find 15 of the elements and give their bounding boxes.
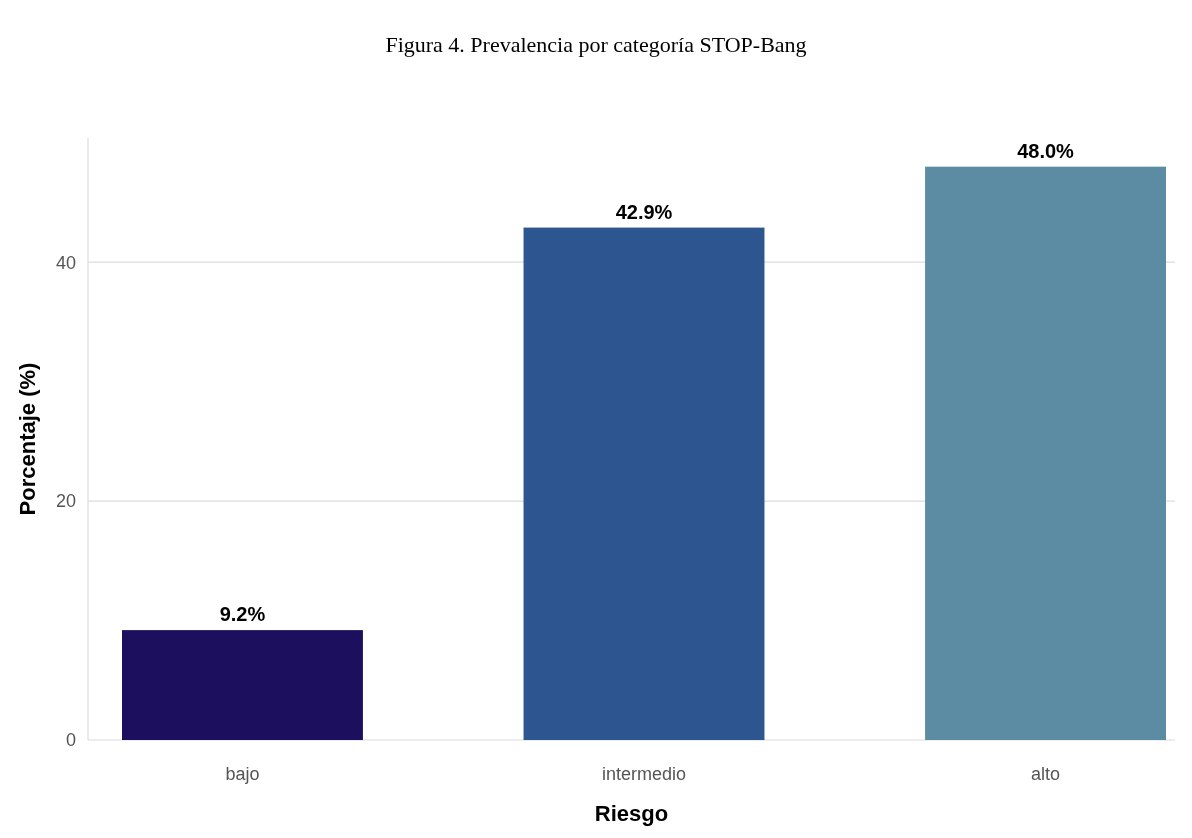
- y-tick-label: 20: [55, 491, 76, 512]
- bar: [925, 166, 1166, 740]
- bar: [122, 630, 363, 740]
- x-tick-label: intermedio: [601, 764, 687, 785]
- y-axis-title: Porcentaje (%): [15, 362, 40, 516]
- y-tick-label: 40: [55, 252, 76, 273]
- x-tick-label: bajo: [225, 764, 260, 785]
- data-label: 48.0%: [1017, 139, 1075, 162]
- x-tick-label: alto: [1031, 764, 1061, 785]
- data-label: 42.9%: [615, 200, 673, 223]
- x-axis-title: Riesgo: [594, 801, 669, 826]
- y-tick-label: 0: [65, 730, 76, 751]
- chart-title: Figura 4. Prevalencia por categoría STOP-Bang: [385, 32, 807, 57]
- data-label: 9.2%: [219, 603, 266, 626]
- bar: [523, 227, 765, 740]
